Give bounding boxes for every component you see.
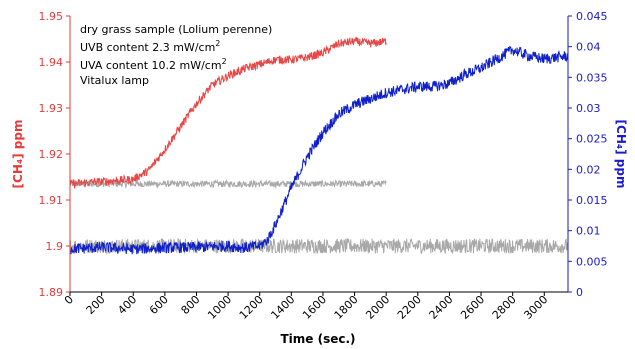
annotation-sample: dry grass sample (Lolium perenne) — [80, 23, 272, 36]
y-left-tick-label: 1.9 — [46, 240, 64, 253]
x-tick-label: 1200 — [237, 293, 266, 322]
y-left-tick-label: 1.93 — [39, 102, 64, 115]
x-tick-label: 1800 — [332, 293, 361, 322]
y-left-tick-label: 1.92 — [39, 148, 64, 161]
y-left-tick-label: 1.94 — [39, 56, 64, 69]
x-axis-title: Time (sec.) — [280, 332, 355, 346]
y-right-tick-label: 0.02 — [576, 163, 601, 176]
y-right-tick-label: 0.025 — [576, 133, 608, 146]
x-tick-label: 1600 — [300, 293, 329, 322]
x-tick-label: 2600 — [458, 293, 487, 322]
series-line-blue-right — [69, 46, 569, 255]
x-tick-label: 600 — [147, 293, 171, 317]
x-tick-label: 2000 — [363, 293, 392, 322]
y-right-tick-label: 0.04 — [576, 41, 601, 54]
y-right-tick-label: 0.005 — [576, 255, 608, 268]
annotation-uvb-superscript: 2 — [215, 39, 220, 48]
series-line-red-left — [69, 36, 387, 189]
annotation-uva-superscript: 2 — [222, 57, 227, 66]
y-right-tick-label: 0.035 — [576, 71, 608, 84]
y-left-tick-label: 1.89 — [39, 286, 64, 299]
y-right-tick-label: 0.03 — [576, 102, 601, 115]
x-tick-label: 2200 — [395, 293, 424, 322]
x-tick-label: 400 — [115, 293, 139, 317]
annotation-block: dry grass sample (Lolium perenne) UVB co… — [80, 23, 272, 87]
annotation-uva: UVA content 10.2 mW/cm2 — [80, 57, 227, 72]
series-layer — [69, 36, 569, 255]
x-tick-label: 3000 — [521, 293, 550, 322]
x-tick-label: 800 — [179, 293, 203, 317]
annotation-uvb: UVB content 2.3 mW/cm2 — [80, 39, 220, 54]
y-right-tick-label: 0.045 — [576, 10, 608, 23]
y-right-tick-label: 0.015 — [576, 194, 608, 207]
annotation-uvb-text: UVB content 2.3 mW/cm — [80, 41, 215, 54]
y-left-axis-title: [CH₄] ppm — [11, 120, 25, 189]
y-right-tick-label: 0 — [576, 286, 583, 299]
x-tick-label: 2400 — [427, 293, 456, 322]
y-left-tick-label: 1.95 — [39, 10, 64, 23]
x-tick-label: 1000 — [205, 293, 234, 322]
series-line-gray-right — [69, 237, 569, 255]
y-right-tick-label: 0.01 — [576, 225, 601, 238]
y-right-axis-title: [CH₄] ppm — [614, 120, 628, 189]
x-tick-label: 1400 — [268, 293, 297, 322]
annotation-lamp: Vitalux lamp — [80, 74, 149, 87]
x-tick-label: 200 — [84, 293, 108, 317]
x-tick-label: 0 — [62, 293, 76, 307]
x-tick-label: 2800 — [490, 293, 519, 322]
annotation-uva-text: UVA content 10.2 mW/cm — [80, 59, 222, 72]
y-left-tick-label: 1.91 — [39, 194, 64, 207]
